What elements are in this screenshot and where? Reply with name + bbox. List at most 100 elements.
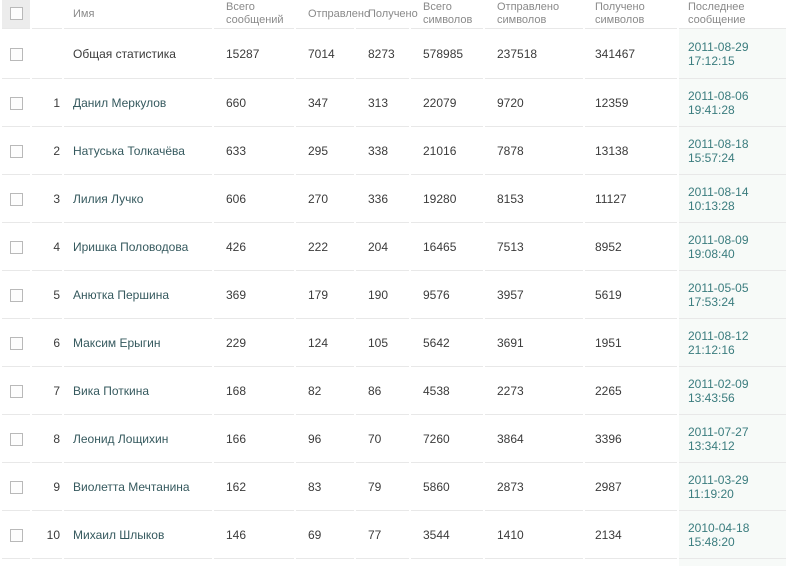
- received-value: 336: [356, 174, 409, 222]
- last-message-time: 15:57:24: [688, 150, 735, 165]
- header-sent: Отправлено: [308, 7, 371, 20]
- member-name-cell: Вика Поткина: [64, 366, 212, 414]
- row-index: 8: [32, 414, 62, 462]
- member-name-link[interactable]: Виолетта Мечтанина: [73, 479, 190, 494]
- member-name-cell: Михаил Шлыков: [64, 510, 212, 558]
- last-message-time: 19:08:40: [688, 246, 735, 261]
- received-chars-value: [585, 558, 677, 566]
- member-name-link[interactable]: Лилия Лучко: [73, 191, 144, 206]
- header-sent-chars: Отправлено символов: [497, 1, 560, 26]
- header-select-all-cell: [2, 0, 30, 28]
- received-value: 86: [356, 366, 409, 414]
- received-chars-value: 13138: [585, 126, 677, 174]
- total-chars-value: [411, 558, 483, 566]
- total-chars-value: 16465: [411, 222, 483, 270]
- sent-chars-value: 7513: [485, 222, 583, 270]
- total-messages-value: [214, 558, 294, 566]
- table-row: Общая статистика 15287 7014 8273 578985 …: [2, 28, 786, 78]
- received-value: 190: [356, 270, 409, 318]
- row-index: 4: [32, 222, 62, 270]
- sent-chars-value: 9720: [485, 78, 583, 126]
- sent-chars-value: [485, 558, 583, 566]
- last-message-time: 17:12:15: [688, 53, 735, 68]
- row-checkbox[interactable]: [9, 288, 23, 302]
- select-all-checkbox[interactable]: [9, 7, 23, 21]
- total-messages-value: 15287: [214, 28, 294, 78]
- total-chars-value: 9576: [411, 270, 483, 318]
- total-messages-value: 633: [214, 126, 294, 174]
- sent-chars-value: 237518: [485, 28, 583, 78]
- row-checkbox-cell: [2, 318, 30, 366]
- last-message-date: 2011-02-09: [688, 376, 749, 391]
- total-messages-value: 229: [214, 318, 294, 366]
- row-checkbox[interactable]: [9, 528, 23, 542]
- member-name-link[interactable]: Леонид Лощихин: [73, 431, 169, 446]
- last-message-cell: 2011-08-14 10:13:28: [679, 174, 786, 222]
- last-message-date: 2011-08-12: [688, 328, 749, 343]
- sent-chars-value: 3691: [485, 318, 583, 366]
- last-message-date: 2011-05-05: [688, 280, 749, 295]
- member-name-link[interactable]: Натуська Толкачёва: [73, 143, 185, 158]
- member-name-link[interactable]: Общая статистика: [73, 46, 176, 61]
- row-checkbox[interactable]: [9, 384, 23, 398]
- sent-value: 347: [296, 78, 354, 126]
- table-body: Общая статистика 15287 7014 8273 578985 …: [2, 28, 786, 566]
- header-name: Имя: [73, 7, 95, 20]
- member-name-link[interactable]: Данил Меркулов: [73, 95, 167, 110]
- sent-chars-value: 2273: [485, 366, 583, 414]
- member-name-link[interactable]: Вика Поткина: [73, 383, 150, 398]
- row-index: 5: [32, 270, 62, 318]
- total-chars-value: 3544: [411, 510, 483, 558]
- member-name-cell: Виолетта Мечтанина: [64, 462, 212, 510]
- total-chars-value: 578985: [411, 28, 483, 78]
- row-checkbox[interactable]: [9, 144, 23, 158]
- last-message-time: 11:19:20: [688, 486, 734, 501]
- last-message-cell: 2011-08-12 21:12:16: [679, 318, 786, 366]
- total-chars-value: 19280: [411, 174, 483, 222]
- header-row: Имя Всего сообщений Отправлено Получено …: [2, 0, 786, 28]
- sent-value: 96: [296, 414, 354, 462]
- received-chars-value: 2134: [585, 510, 677, 558]
- total-messages-value: 606: [214, 174, 294, 222]
- member-name-cell: Максим Ерыгин: [64, 318, 212, 366]
- sent-value: [296, 558, 354, 566]
- table-row: 4 Иришка Половодова 426 222 204 16465 75…: [2, 222, 786, 270]
- last-message-cell: 2011-05-05 17:53:24: [679, 270, 786, 318]
- row-checkbox[interactable]: [9, 47, 23, 61]
- member-name-link[interactable]: Анютка Першина: [73, 287, 169, 302]
- row-checkbox-cell: [2, 366, 30, 414]
- member-name-link[interactable]: Максим Ерыгин: [73, 335, 161, 350]
- last-message-cell: 2011-08-18 15:57:24: [679, 126, 786, 174]
- received-value: 70: [356, 414, 409, 462]
- row-checkbox-cell: [2, 414, 30, 462]
- table-row: 3 Лилия Лучко 606 270 336 19280 8153 111…: [2, 174, 786, 222]
- received-chars-value: 1951: [585, 318, 677, 366]
- last-message-date: 2011-08-09: [688, 232, 749, 247]
- total-messages-value: 660: [214, 78, 294, 126]
- last-message-date: 2011-08-14: [688, 184, 749, 199]
- row-checkbox[interactable]: [9, 432, 23, 446]
- last-message-cell: 2011-08-09 19:08:40: [679, 222, 786, 270]
- sent-chars-value: 7878: [485, 126, 583, 174]
- last-message-date: 2011-07-27: [688, 424, 749, 439]
- member-name-cell: Леонид Лощихин: [64, 414, 212, 462]
- row-checkbox[interactable]: [9, 480, 23, 494]
- member-name-link[interactable]: Михаил Шлыков: [73, 527, 165, 542]
- last-message-time: 10:13:28: [688, 198, 735, 213]
- row-checkbox[interactable]: [9, 96, 23, 110]
- row-index: 1: [32, 78, 62, 126]
- member-name-cell: Анютка Першина: [64, 270, 212, 318]
- row-checkbox[interactable]: [9, 240, 23, 254]
- last-message-date: 2011-03-29: [688, 472, 749, 487]
- member-name-cell: [64, 558, 212, 566]
- received-value: 313: [356, 78, 409, 126]
- row-checkbox[interactable]: [9, 192, 23, 206]
- received-chars-value: 12359: [585, 78, 677, 126]
- table-row: 8 Леонид Лощихин 166 96 70 7260 3864 339…: [2, 414, 786, 462]
- received-chars-value: 11127: [585, 174, 677, 222]
- row-checkbox[interactable]: [9, 336, 23, 350]
- table-row: 6 Максим Ерыгин 229 124 105 5642 3691 19…: [2, 318, 786, 366]
- total-messages-value: 146: [214, 510, 294, 558]
- member-name-link[interactable]: Иришка Половодова: [73, 239, 189, 254]
